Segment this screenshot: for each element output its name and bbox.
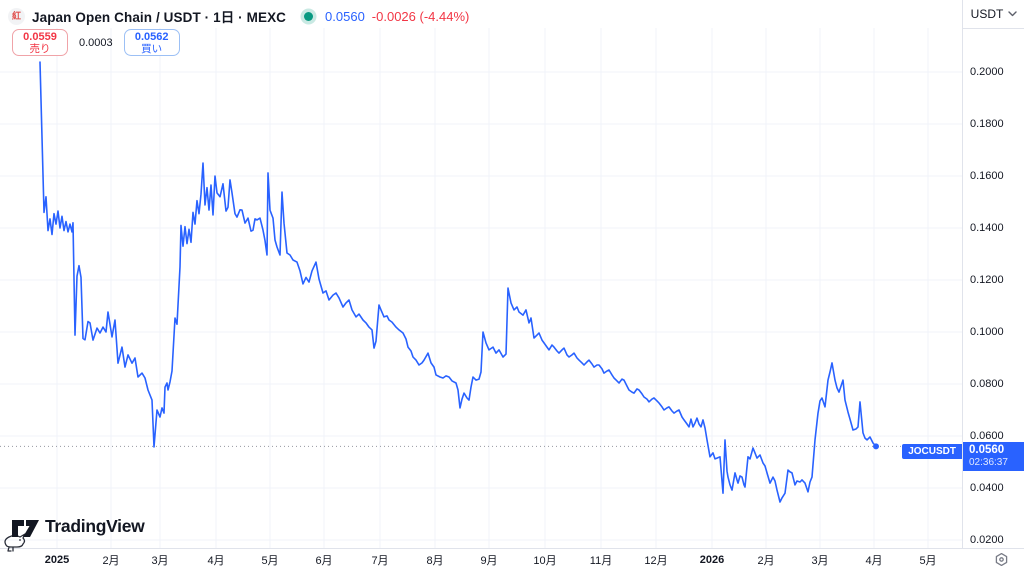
chevron-down-icon xyxy=(1008,11,1018,17)
price-tick-label: 0.0600 xyxy=(970,430,1004,442)
price-tick-label: 0.1000 xyxy=(970,326,1004,338)
sell-price: 0.0559 xyxy=(23,30,57,43)
scales-settings-gear-icon[interactable] xyxy=(994,552,1009,567)
time-tick-label: 6月 xyxy=(315,555,333,567)
price-tick-label: 0.1600 xyxy=(970,170,1004,182)
time-tick-label: 9月 xyxy=(480,555,498,567)
current-price-value: 0.0560 xyxy=(969,444,1005,456)
buy-button[interactable]: 0.0562 買い xyxy=(123,29,180,56)
bar-countdown: 02:36:37 xyxy=(969,457,1008,468)
price-tick-label: 0.0200 xyxy=(970,534,1004,546)
sell-label: 売り xyxy=(29,42,51,55)
time-tick-label: 8月 xyxy=(426,555,444,567)
time-tick-label: 7月 xyxy=(371,555,389,567)
price-tick-label: 0.1800 xyxy=(970,118,1004,130)
tradingview-logo-text: TradingView xyxy=(45,516,145,536)
tradingview-logo-link[interactable]: TradingView xyxy=(12,515,145,538)
spread-value: 0.0003 xyxy=(79,36,113,49)
time-tick-label: 2月 xyxy=(757,555,775,567)
symbol-title[interactable]: Japan Open Chain / USDT · 1日 · MEXC xyxy=(32,10,287,25)
market-open-dot-icon xyxy=(304,11,314,21)
current-price-label: 0.0560 02:36:37 xyxy=(963,442,1024,471)
last-price-value: 0.0560 xyxy=(325,8,365,24)
time-tick-label: 11月 xyxy=(589,555,613,567)
sell-button[interactable]: 0.0559 売り xyxy=(12,29,68,56)
tradingview-mark-icon xyxy=(12,520,39,537)
quote-buttons-row: 0.0559 売り 0.0003 0.0562 買い xyxy=(12,29,180,56)
price-tick-label: 0.0400 xyxy=(970,482,1004,494)
time-tick-label: 2月 xyxy=(102,555,120,567)
time-tick-label: 10月 xyxy=(533,555,557,567)
currency-dropdown[interactable]: USDT xyxy=(963,0,1024,29)
price-tick-label: 0.1200 xyxy=(970,274,1004,286)
symbol-legend: 紅 Japan Open Chain / USDT · 1日 · MEXC 0.… xyxy=(8,6,469,26)
sheep-doodle-icon xyxy=(4,533,26,552)
price-tick-label: 0.0800 xyxy=(970,378,1004,390)
last-price-marker xyxy=(873,443,879,450)
time-tick-label: 5月 xyxy=(261,555,279,567)
time-tick-label: 3月 xyxy=(151,555,169,567)
buy-label: 買い xyxy=(141,42,163,55)
buy-price: 0.0562 xyxy=(134,30,169,43)
time-tick-label: 4月 xyxy=(865,555,883,567)
price-tick-label: 0.2000 xyxy=(970,66,1004,78)
time-tick-label: 5月 xyxy=(919,555,937,567)
price-change-value: -0.0026 (-4.44%) xyxy=(371,8,470,24)
time-tick-label: 2026 xyxy=(699,554,725,566)
symbol-price-tag: JOCUSDT xyxy=(902,444,962,459)
time-tick-label: 12月 xyxy=(644,555,668,567)
symbol-logo-icon: 紅 xyxy=(8,7,25,25)
price-tick-label: 0.1400 xyxy=(970,222,1004,234)
currency-label: USDT xyxy=(970,7,1004,21)
time-tick-label: 2025 xyxy=(44,554,70,566)
time-tick-label: 4月 xyxy=(207,555,225,567)
time-tick-label: 3月 xyxy=(811,555,829,567)
price-line-series xyxy=(39,61,877,503)
time-scale[interactable]: 2025 2月 3月 4月 5月 6月 7月 8月 9月 10月 11月 12月 2026 2月 3月 4月 5… xyxy=(0,548,1024,571)
